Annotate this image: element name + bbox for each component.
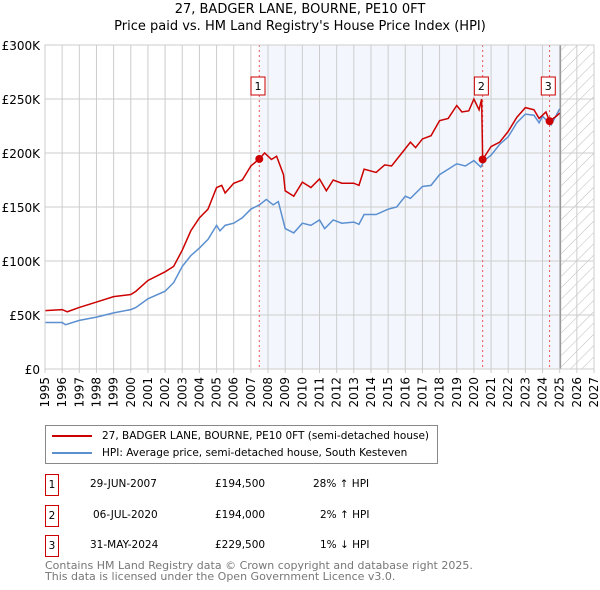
sale-hpi-diff: 1% ↓ HPI [320,539,370,551]
x-tick-label: 2003 [175,377,189,408]
x-tick-label: 2005 [210,377,224,408]
x-tick-label: 2000 [124,377,138,408]
x-tick-label: 2016 [398,377,412,408]
legend-item-property: 27, BADGER LANE, BOURNE, PE10 0FT (semi-… [52,427,429,445]
sale-price: £194,500 [215,478,266,490]
sale-row: 3 31-MAY-2024 £229,500 1% ↓ HPI [45,535,445,557]
x-tick-label: 2008 [261,377,275,408]
sale-point [478,155,487,164]
footer-line: Contains HM Land Registry data © Crown c… [45,559,473,572]
y-tick-label: £250K [2,93,42,107]
x-tick-label: 2019 [450,377,464,408]
x-tick-label: 1998 [89,377,103,408]
sale-date: 06-JUL-2020 [93,509,158,521]
sale-row: 1 29-JUN-2007 £194,500 28% ↑ HPI [45,474,445,496]
x-tick-label: 2021 [484,377,498,408]
x-tick-label: 2023 [518,377,532,408]
sale-hpi-diff: 28% ↑ HPI [313,478,370,490]
sale-price: £194,000 [215,509,266,521]
legend-item-hpi: HPI: Average price, semi-detached house,… [52,444,407,462]
legend-swatch-blue [52,452,92,454]
x-tick-label: 2017 [415,377,429,408]
sale-label-box [250,76,266,96]
sale-date: 29-JUN-2007 [90,478,157,490]
footer-line: This data is licensed under the Open Gov… [45,570,396,583]
x-tick-label: 2018 [433,377,447,408]
sale-price: £229,500 [215,539,266,551]
y-tick-label: £200K [2,147,42,161]
plot-frame [44,44,595,370]
sale-label: 2 [478,80,485,93]
legend-label: HPI: Average price, semi-detached house,… [102,447,408,459]
x-tick-label: 1996 [55,377,69,408]
sale-marker-badge: 1 [45,474,59,496]
x-tick-label: 2004 [192,377,206,408]
sale-date: 31-MAY-2024 [90,539,159,551]
sale-hpi-diff: 2% ↑ HPI [320,509,370,521]
property-price-line [44,97,561,313]
x-tick-label: 2026 [570,377,584,408]
x-tick-label: 2027 [587,377,600,408]
sale-label: 3 [545,80,552,93]
sale-label-box [540,76,556,96]
x-tick-label: 2010 [295,377,309,408]
y-tick-label: £150K [2,201,42,215]
x-tick-label: 2007 [244,377,258,408]
legend-label: 27, BADGER LANE, BOURNE, PE10 0FT (semi-… [102,430,430,442]
y-tick-label: £50K [9,309,41,323]
sale-point [255,154,264,163]
x-tick-label: 2015 [381,377,395,408]
legend-swatch-red [52,435,92,437]
x-tick-label: 2014 [364,377,378,408]
footer: Contains HM Land Registry data © Crown c… [45,560,473,582]
sale-label-box [473,76,489,96]
x-tick-label: 2022 [501,377,515,408]
x-tick-label: 1997 [72,377,86,408]
x-tick-label: 1999 [107,377,121,408]
y-tick-label: £0 [25,363,40,377]
x-tick-label: 2001 [141,377,155,408]
sale-marker-badge: 3 [45,535,59,557]
legend: 27, BADGER LANE, BOURNE, PE10 0FT (semi-… [45,425,438,464]
x-tick-label: 2013 [347,377,361,408]
y-tick-label: £100K [2,255,42,269]
price-chart: 1995 1996 1997 1998 1999 2000 2001 2002 2003 2004… [2,39,600,408]
sale-label: 1 [255,80,262,93]
x-tick-label: 2025 [553,377,567,408]
chart-title: 27, BADGER LANE, BOURNE, PE10 0FT [174,2,426,17]
chart-subtitle: Price paid vs. HM Land Registry's House … [114,19,486,34]
x-tick-label: 2020 [467,377,481,408]
x-tick-label: 2002 [158,377,172,408]
x-tick-label: 2006 [227,377,241,408]
y-tick-label: £300K [2,39,42,53]
sale-marker-badge: 2 [45,505,59,527]
sale-point [545,117,554,126]
sale-row: 2 06-JUL-2020 £194,000 2% ↑ HPI [45,505,445,527]
x-tick-label: 2024 [536,377,550,408]
x-tick-label: 2012 [330,377,344,408]
x-tick-label: 2011 [313,377,327,408]
x-tick-label: 2009 [278,377,292,408]
x-tick-label: 1995 [38,377,52,408]
